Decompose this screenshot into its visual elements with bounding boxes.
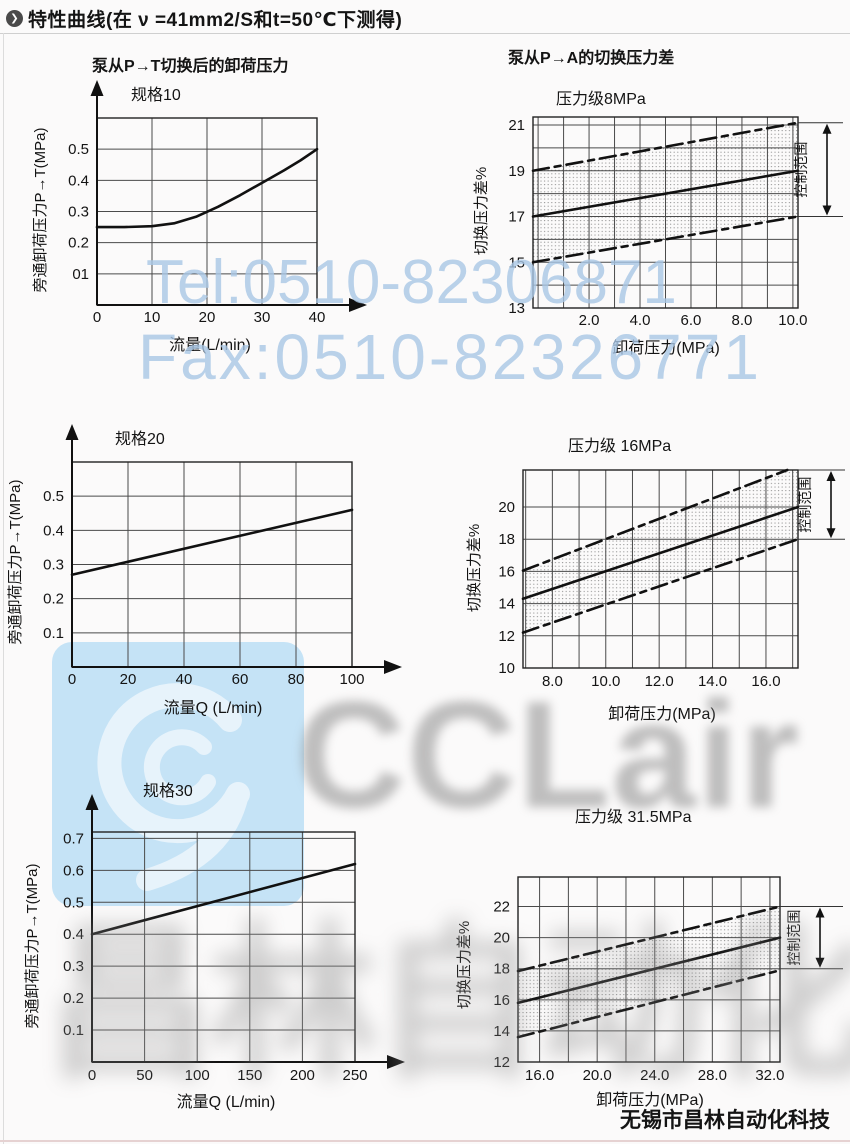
svg-text:0.4: 0.4	[68, 172, 89, 189]
svg-text:19: 19	[508, 163, 525, 180]
watermark-brand-text: CCLair	[296, 670, 801, 840]
series-unloading-pressure	[70, 508, 354, 577]
page-header: ❯ 特性曲线(在 ν =41mm2/S和t=50℃下测得)	[6, 5, 402, 32]
left-border	[3, 33, 4, 1144]
y-axis-arrow	[65, 424, 79, 440]
watermark-tel-text: Tel:0510-82306871	[146, 248, 677, 317]
watermark-logo-swirl	[97, 683, 250, 891]
series-nominal	[531, 169, 800, 218]
svg-text:18: 18	[498, 531, 515, 548]
control-range-arrow-down	[822, 205, 832, 216]
series-upper-limit	[531, 121, 800, 173]
svg-text:控制范围: 控制范围	[797, 477, 813, 533]
svg-text:12: 12	[498, 628, 515, 645]
footer-company-name: 无锡市昌林自动化科技	[620, 1109, 830, 1132]
svg-text:0.5: 0.5	[68, 141, 89, 158]
control-range-arrow-down	[826, 528, 836, 539]
bottom-divider	[0, 1140, 850, 1142]
svg-text:0.5: 0.5	[43, 488, 64, 505]
svg-text:压力级8MPa: 压力级8MPa	[556, 90, 646, 108]
svg-text:0.2: 0.2	[68, 235, 89, 252]
svg-text:0: 0	[93, 309, 101, 326]
svg-text:0.4: 0.4	[43, 522, 64, 539]
svg-text:10.0: 10.0	[778, 312, 807, 329]
svg-text:旁通卸荷压力P→T(MPa): 旁通卸荷压力P→T(MPa)	[24, 863, 41, 1028]
control-range-arrow-up	[822, 123, 832, 134]
watermark-logo-panel	[52, 642, 304, 906]
svg-text:规格10: 规格10	[131, 86, 181, 104]
y-axis-arrow	[90, 80, 104, 96]
svg-text:旁通卸荷压力P→T(MPa): 旁通卸荷压力P→T(MPa)	[7, 479, 24, 644]
svg-text:01: 01	[72, 266, 89, 283]
series-upper-limit	[521, 468, 789, 572]
series-lower-limit	[521, 537, 800, 634]
section-bullet-icon: ❯	[6, 10, 23, 27]
svg-text:0.2: 0.2	[43, 591, 64, 608]
svg-text:0.1: 0.1	[43, 625, 64, 642]
svg-text:0.3: 0.3	[68, 204, 89, 221]
control-band-shading	[523, 470, 798, 633]
svg-text:控制范围: 控制范围	[793, 142, 809, 198]
svg-text:21: 21	[508, 117, 525, 134]
right-column-header: 泵从P→A的切换压力差	[508, 50, 675, 67]
svg-text:旁通卸荷压力P→T(MPa): 旁通卸荷压力P→T(MPa)	[32, 127, 49, 292]
series-nominal	[521, 505, 800, 601]
svg-text:20: 20	[498, 499, 515, 516]
watermark-fax-text: Fax:0510-82326771	[138, 321, 762, 393]
control-band-shading	[533, 122, 798, 263]
svg-text:17: 17	[508, 209, 525, 226]
watermark-brand-cn-text: 昌林自动化	[46, 910, 850, 1098]
top-divider	[0, 33, 850, 34]
svg-text:切换压力差%: 切换压力差%	[473, 167, 490, 255]
control-range-arrow-up	[826, 471, 836, 481]
svg-text:0.3: 0.3	[43, 557, 64, 574]
svg-text:14: 14	[498, 596, 515, 613]
svg-text:切换压力差%: 切换压力差%	[466, 524, 483, 612]
page-title: 特性曲线(在 ν =41mm2/S和t=50℃下测得)	[28, 10, 403, 31]
svg-text:16: 16	[498, 563, 515, 580]
series-unloading-pressure	[95, 147, 319, 229]
svg-text:规格20: 规格20	[115, 430, 165, 448]
left-column-header: 泵从P→T切换后的卸荷压力	[92, 58, 289, 75]
svg-text:压力级 16MPa: 压力级 16MPa	[568, 437, 671, 455]
